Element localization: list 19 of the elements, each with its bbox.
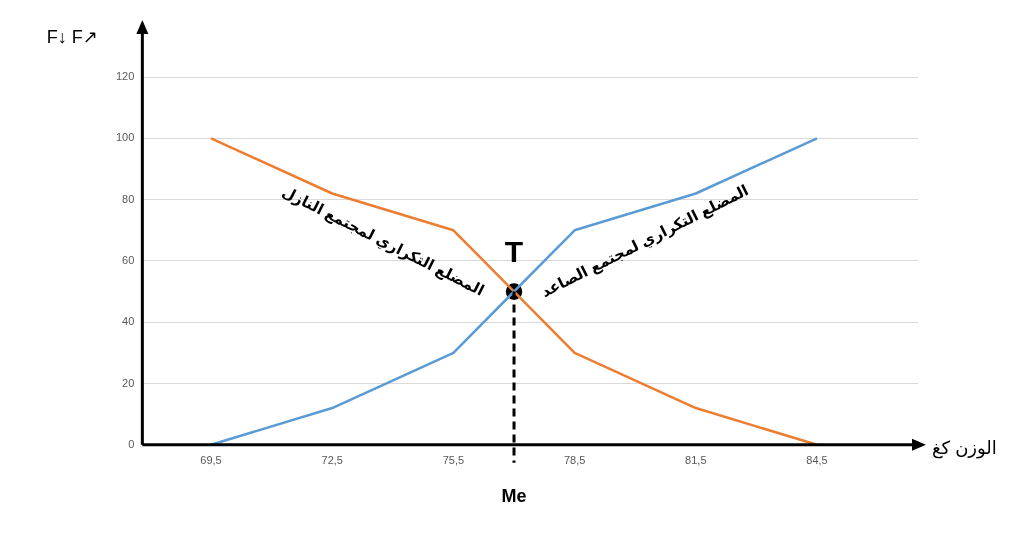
x-tick-label: 72,5: [321, 454, 343, 467]
y-axis-title: F↓ F↗: [46, 26, 98, 47]
text: المضلع التكراري لمجتمع الصاعد: [538, 181, 752, 302]
y-tick-label: 120: [115, 70, 135, 83]
x-tick-label: 81,5: [685, 454, 707, 467]
x-tick-label: 75,5: [442, 454, 465, 467]
text: المضلع التكراري لمجتمع النازل: [278, 182, 488, 301]
y-tick-label: 0: [128, 437, 135, 450]
annotation: T: [504, 234, 524, 268]
x-tick-label: 84,5: [806, 454, 828, 467]
x-tick-label: 69,5: [200, 454, 222, 467]
y-tick-label: 100: [115, 131, 135, 144]
x-axis-title: الوزن كغ: [932, 437, 997, 459]
ref-line-label: Me: [501, 485, 527, 506]
y-tick-label: 20: [122, 376, 135, 389]
y-tick-label: 80: [122, 192, 135, 205]
y-tick-label: 60: [122, 253, 135, 266]
x-tick-label: 78,5: [563, 454, 586, 467]
y-tick-label: 40: [122, 315, 135, 328]
